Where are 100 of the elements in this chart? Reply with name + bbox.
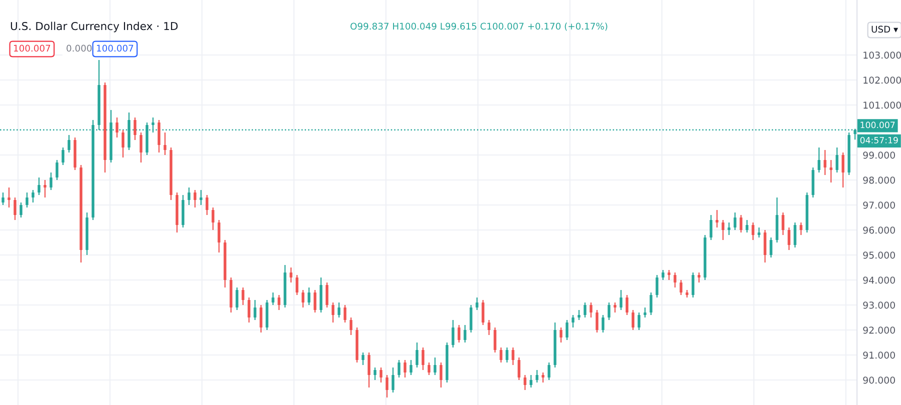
candlestick	[494, 326, 496, 354]
ref-line-label: 100.007	[860, 122, 895, 128]
candlestick	[404, 359, 406, 378]
candlestick	[740, 214, 742, 234]
y-tick-label: 101.000	[864, 102, 901, 109]
candlestick	[188, 186, 190, 206]
candlestick	[782, 212, 784, 236]
candlestick	[38, 176, 40, 196]
candlestick	[398, 359, 400, 378]
candlestick	[470, 304, 472, 334]
candlestick	[830, 159, 832, 184]
candlestick	[818, 146, 820, 174]
candlestick	[668, 269, 670, 281]
candlestick	[692, 272, 694, 298]
candlestick	[236, 286, 238, 311]
candlestick	[212, 206, 214, 231]
candlestick	[788, 226, 790, 251]
candlestick	[122, 129, 124, 158]
y-tick-label: 96.000	[863, 226, 895, 234]
candlestick	[716, 209, 718, 228]
annotation: 100.007	[14, 44, 50, 52]
candlestick	[260, 304, 262, 334]
candlestick	[290, 266, 292, 284]
candlestick	[44, 179, 46, 198]
candlestick	[272, 292, 274, 306]
candlestick	[734, 212, 736, 231]
candlestick	[416, 342, 418, 368]
candlestick	[500, 346, 502, 364]
candlestick	[518, 356, 520, 381]
candlestick	[332, 302, 334, 324]
annotation: O99.837 H100.049 L99.615 C100.007 +0.170 (+0.17%)	[350, 22, 608, 31]
candlestick	[758, 226, 760, 238]
y-tick-label: 103.000	[864, 52, 901, 59]
candlestick	[134, 116, 136, 141]
candlestick	[464, 324, 466, 344]
candlestick	[158, 119, 160, 154]
candlestick	[380, 366, 382, 384]
candlestick	[770, 236, 772, 258]
candlestick	[194, 189, 196, 208]
candlestick	[572, 314, 574, 328]
candlestick	[338, 302, 340, 318]
text: 04:57:19	[860, 136, 898, 144]
candlestick	[362, 352, 364, 366]
y-tick-label: 99.000	[863, 152, 895, 159]
candlestick	[242, 286, 244, 306]
candlestick	[56, 159, 58, 181]
candlestick	[620, 289, 622, 311]
candlestick	[62, 146, 64, 166]
candlestick	[386, 374, 388, 398]
y-tick-label: 90.000	[863, 376, 895, 384]
candlestick	[626, 294, 628, 316]
text: U.S. Dollar Currency Index · 1D	[10, 22, 178, 32]
candlestick	[614, 302, 616, 314]
candlestick	[422, 346, 424, 371]
candlestick	[452, 319, 454, 348]
candlestick	[368, 352, 370, 388]
candlestick	[512, 346, 514, 366]
candlestick	[800, 222, 802, 236]
candlestick	[410, 359, 412, 376]
candlestick	[344, 304, 346, 324]
y-tick-label: 98.000	[863, 176, 895, 184]
candlestick	[506, 346, 508, 364]
candlestick	[752, 222, 754, 241]
candlestick	[698, 272, 700, 284]
y-tick-label: 94.000	[863, 276, 895, 284]
candlestick	[302, 289, 304, 308]
candlestick	[596, 309, 598, 334]
y-tick-label: 92.000	[863, 326, 895, 334]
candlestick	[350, 316, 352, 336]
candlestick	[644, 306, 646, 318]
candlestick	[662, 269, 664, 281]
candlestick	[638, 312, 640, 331]
candlestick	[278, 294, 280, 311]
candlestick	[602, 314, 604, 334]
candlestick	[542, 372, 544, 384]
candlestick	[560, 326, 562, 344]
candlestick	[68, 134, 70, 154]
candlestick	[746, 219, 748, 234]
candlestick	[674, 272, 676, 288]
candlestick	[152, 116, 154, 134]
y-tick-label: 93.000	[863, 302, 895, 309]
candlestick	[140, 132, 142, 164]
y-tick-label: 102.000	[864, 76, 901, 84]
candlestick	[308, 286, 310, 306]
candlestick	[476, 296, 478, 311]
candlestick	[254, 299, 256, 321]
text: USD ▾	[872, 26, 898, 33]
candlestick	[482, 299, 484, 326]
candlestick	[218, 219, 220, 254]
candlestick	[722, 219, 724, 241]
candlestick	[656, 274, 658, 298]
candlestick	[590, 302, 592, 318]
candlestick	[20, 202, 22, 218]
candlestick	[824, 149, 826, 176]
candlestick	[680, 279, 682, 296]
candlestick	[764, 229, 766, 264]
candlestick	[296, 274, 298, 296]
candlestick	[794, 222, 796, 248]
candlestick	[2, 192, 4, 206]
annotation: 100.007	[97, 44, 134, 52]
